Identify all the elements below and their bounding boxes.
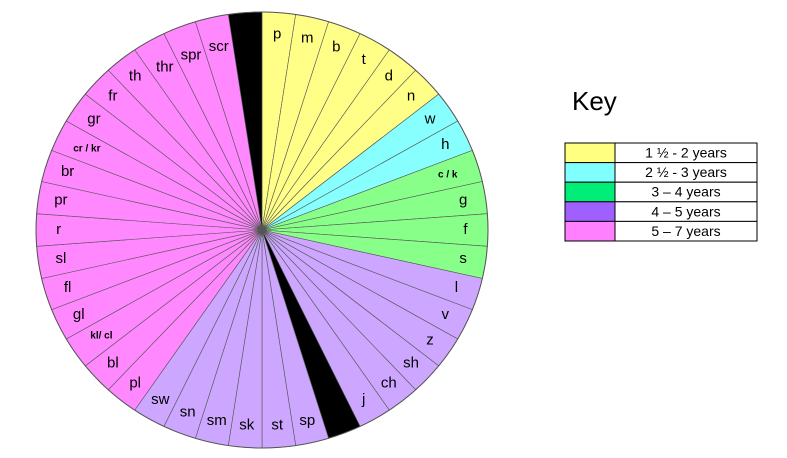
sector-label: m [301,30,314,47]
sector-label: spr [181,46,202,63]
sector-label: pl [129,374,141,391]
sector-label: f [463,221,468,238]
sector-label: v [442,306,450,323]
sector-label: c / k [438,169,458,180]
key-swatch [564,162,616,183]
key: 1 ½ - 2 years 2 ½ - 3 years 3 – 4 years 4 –… [564,142,758,242]
key-label: 3 – 4 years [651,184,720,200]
key-label: 5 – 7 years [651,223,720,239]
sector-label: n [407,88,415,105]
sector-label: gl [73,306,85,323]
sector-label: ch [381,374,397,391]
sector-label: cr / kr [73,143,100,154]
sector-label: l [455,279,458,296]
key-swatch [564,142,616,164]
sector-label: s [459,250,467,267]
sector-label: sm [207,412,227,429]
rim [35,11,489,449]
sector-label: j [361,391,365,408]
key-label: 1 ½ - 2 years [645,145,727,161]
sector-label: w [424,110,436,127]
sector-label: sw [151,391,170,408]
key-title: Key [572,86,617,116]
sector-label: thr [156,59,174,76]
sector-label: st [271,417,284,434]
sector-label: gr [87,110,100,127]
sector-label: p [273,25,281,42]
sector-label: sk [239,417,255,434]
sector-label: z [426,331,434,348]
sector-label: bl [107,354,119,371]
sector-label: r [56,221,61,238]
key-cell [614,220,758,242]
key-swatch [564,220,616,242]
sector-label: t [362,51,367,68]
sector-label: g [459,192,467,209]
key-swatch [564,181,616,203]
sector-label: sp [299,412,315,429]
sector-label: sh [403,354,419,371]
sector-label: th [129,68,142,85]
sector-label: fr [108,88,117,105]
sector-label: kl/ cl [90,330,112,341]
key-label: 4 – 5 years [651,203,720,219]
key-label: 2 ½ - 3 years [645,164,727,180]
sector-label: br [61,163,74,180]
sector-label: d [385,68,393,85]
sector-label: sl [55,250,66,267]
key-swatch [564,201,616,222]
sector-label: scr [209,38,229,55]
sector-label: h [441,136,449,153]
sector-label: sn [180,404,196,421]
sector-label: pr [54,192,67,209]
sector-label: b [332,38,340,55]
sector-label: fl [64,279,72,296]
